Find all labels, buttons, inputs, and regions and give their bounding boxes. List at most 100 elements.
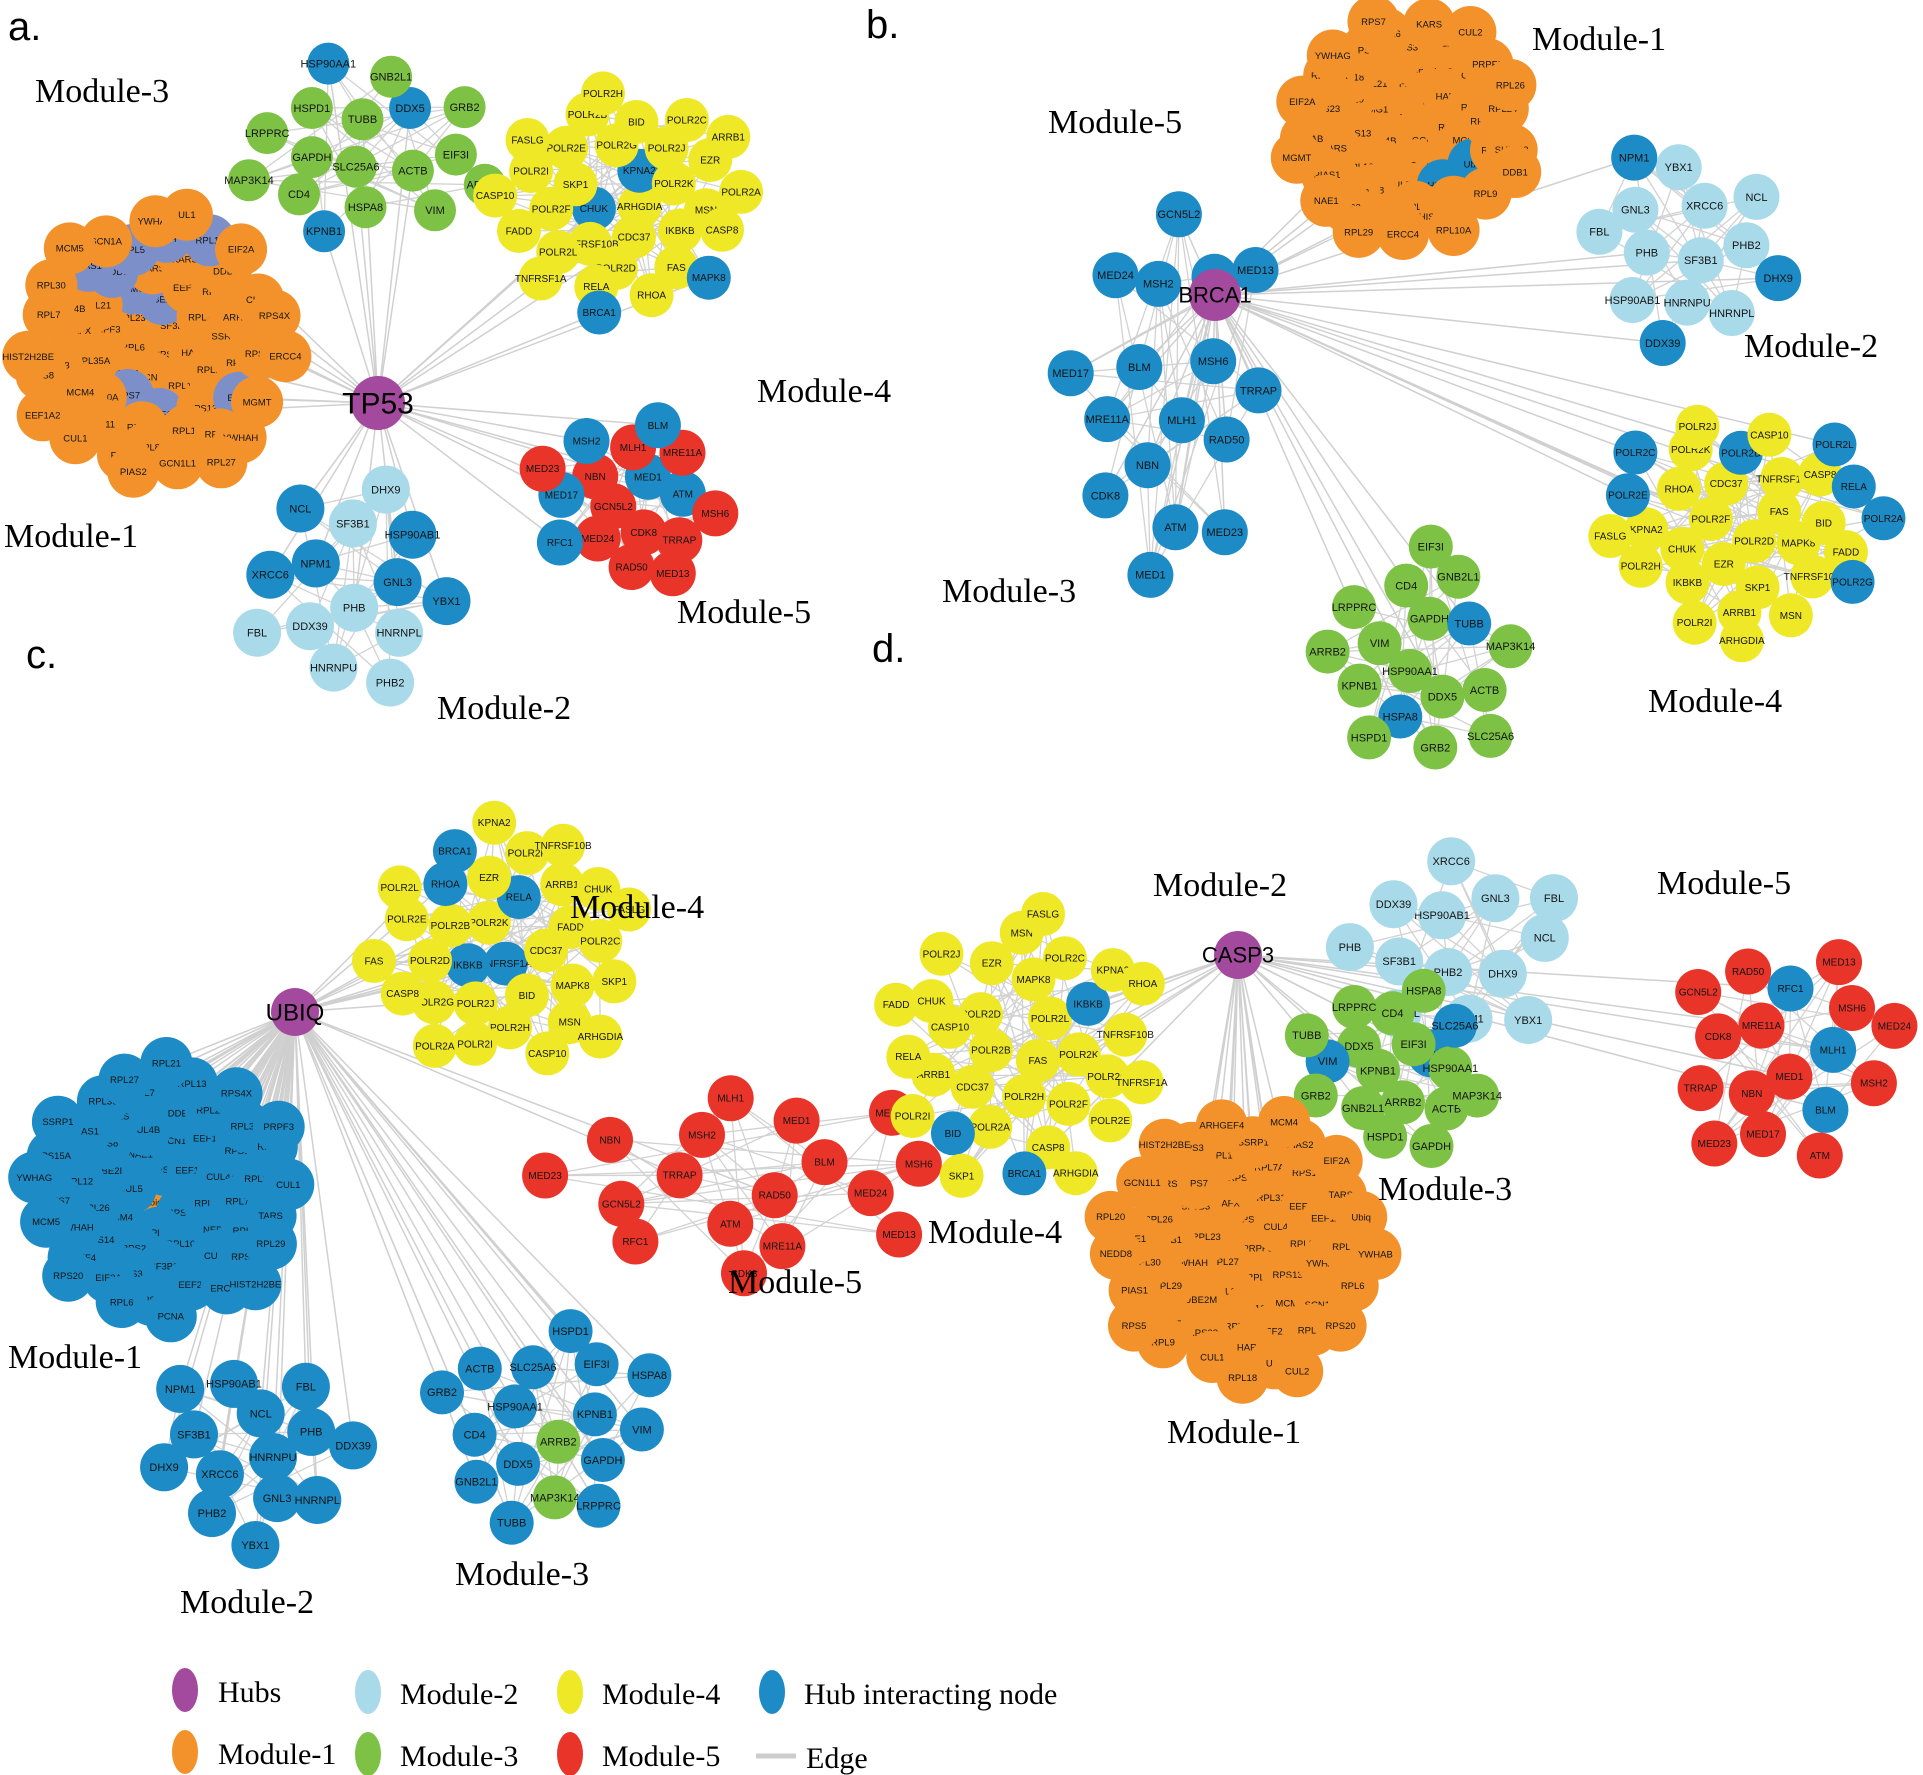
node-polr2f[interactable]: POLR2F	[1046, 1081, 1091, 1126]
node-kpnb1[interactable]: KPNB1	[1337, 663, 1382, 708]
node-hsp90ab1[interactable]: HSP90AB1	[385, 510, 441, 559]
node-hsp90ab1[interactable]: HSP90AB1	[1605, 277, 1661, 323]
node-polr2k[interactable]: POLR2K	[466, 900, 511, 945]
node-ddx5[interactable]: DDX5	[1420, 674, 1465, 719]
node-rpl6[interactable]: RPL6	[95, 1276, 148, 1328]
node-gnl3[interactable]: GNL3	[1471, 874, 1520, 923]
node-gcn5l2[interactable]: GCN5L2	[1155, 191, 1202, 238]
node-msn[interactable]: MSN	[1768, 593, 1813, 638]
node-med24[interactable]: MED24	[1092, 252, 1139, 299]
node-polr2a[interactable]: POLR2A	[412, 1023, 457, 1068]
node-lrpprc[interactable]: LRPPRC	[576, 1483, 621, 1528]
node-mre11a[interactable]: MRE11A	[759, 1223, 806, 1270]
node-atm[interactable]: ATM	[1796, 1132, 1843, 1179]
node-ezr[interactable]: EZR	[969, 941, 1014, 986]
node-vim[interactable]: VIM	[414, 189, 456, 232]
node-hspd1[interactable]: HSPD1	[1363, 1114, 1408, 1159]
node-gnb2l1[interactable]: GNB2L1	[370, 55, 412, 98]
node-msh6[interactable]: MSH6	[692, 490, 739, 537]
node-arhgdia[interactable]: ARHGDIA	[578, 1014, 624, 1059]
node-rad50[interactable]: RAD50	[751, 1172, 798, 1219]
node-skp1[interactable]: SKP1	[592, 959, 637, 1004]
node-eef1a2[interactable]: EEF1A2	[16, 389, 69, 442]
node-kpnb1[interactable]: KPNB1	[303, 210, 346, 253]
node-atm[interactable]: ATM	[707, 1200, 754, 1247]
node-polr2j[interactable]: POLR2J	[1675, 404, 1720, 449]
node-hspa8[interactable]: HSPA8	[627, 1353, 672, 1398]
node-skp1[interactable]: SKP1	[939, 1153, 984, 1198]
hub-casp3[interactable]: CASP3	[1202, 931, 1274, 979]
node-eif2a[interactable]: EIF2A	[1276, 75, 1329, 128]
node-polr2i[interactable]: POLR2I	[453, 1021, 498, 1066]
node-rad50[interactable]: RAD50	[1725, 948, 1772, 995]
node-ywhab[interactable]: YWHAB	[1349, 1228, 1402, 1280]
node-polr2h[interactable]: POLR2H	[1618, 543, 1663, 588]
node-ezr[interactable]: EZR	[1701, 542, 1746, 586]
node-med1[interactable]: MED1	[773, 1097, 820, 1144]
node-rad50[interactable]: RAD50	[608, 544, 655, 590]
node-pcna[interactable]: PCNA	[144, 1290, 197, 1343]
node-dhx9[interactable]: DHX9	[1478, 949, 1527, 998]
node-xrcc6[interactable]: XRCC6	[1681, 182, 1728, 229]
node-hsp90ab1[interactable]: HSP90AB1	[206, 1359, 262, 1408]
node-msh2[interactable]: MSH2	[563, 418, 610, 464]
node-med1[interactable]: MED1	[1766, 1053, 1813, 1100]
node-hnrnpu[interactable]: HNRNPU	[1664, 279, 1711, 326]
node-arrb1[interactable]: ARRB1	[540, 862, 585, 907]
node-hnrnpl[interactable]: HNRNPL	[293, 1476, 342, 1524]
node-polr2i[interactable]: POLR2I	[890, 1094, 935, 1138]
node-polr2f[interactable]: POLR2F	[505, 831, 550, 876]
node-ncl[interactable]: NCL	[1733, 173, 1780, 220]
node-eif3i[interactable]: EIF3I	[434, 133, 477, 176]
node-gcn1l1[interactable]: GCN1L1	[1116, 1156, 1169, 1209]
node-rps4x[interactable]: RPS4X	[248, 289, 301, 342]
node-med13[interactable]: MED13	[649, 550, 696, 597]
node-ercc4[interactable]: ERCC4	[1377, 208, 1429, 260]
node-casp10[interactable]: CASP10	[1747, 412, 1792, 457]
node-tnfrsf1a[interactable]: TNFRSF1A	[1756, 457, 1808, 501]
node-tnfrsf1a[interactable]: TNFRSF1A	[480, 941, 532, 986]
node-eif2a[interactable]: EIF2A	[1310, 1134, 1363, 1187]
node-trrap[interactable]: TRRAP	[1235, 367, 1282, 414]
node-ddx39[interactable]: DDX39	[286, 602, 334, 651]
node-ybx1[interactable]: YBX1	[422, 577, 471, 626]
node-brca1[interactable]: BRCA1	[432, 829, 477, 874]
node-slc25a6[interactable]: SLC25A6	[332, 145, 379, 188]
node-hspd1[interactable]: HSPD1	[548, 1309, 593, 1354]
node-cd4[interactable]: CD4	[278, 173, 320, 216]
node-ncl[interactable]: NCL	[1520, 913, 1569, 962]
node-fas[interactable]: FAS	[1015, 1038, 1060, 1083]
node-gnb2l1[interactable]: GNB2L1	[1436, 554, 1481, 599]
node-polr2b[interactable]: POLR2B	[968, 1028, 1013, 1073]
node-xrcc6[interactable]: XRCC6	[195, 1450, 244, 1499]
node-med17[interactable]: MED17	[1047, 350, 1094, 397]
node-fadd[interactable]: FADD	[497, 208, 541, 253]
node-polr2f[interactable]: POLR2F	[529, 186, 574, 231]
node-med23[interactable]: MED23	[519, 445, 566, 492]
node-slc25a6[interactable]: SLC25A6	[1431, 1003, 1478, 1048]
node-actb[interactable]: ACTB	[457, 1346, 502, 1391]
node-blm[interactable]: BLM	[1116, 344, 1163, 390]
node-cd4[interactable]: CD4	[1384, 563, 1429, 608]
node-med24[interactable]: MED24	[574, 515, 621, 562]
node-fbl[interactable]: FBL	[1530, 874, 1578, 923]
node-tubb[interactable]: TUBB	[1447, 601, 1492, 646]
node-xrcc6[interactable]: XRCC6	[1427, 837, 1476, 886]
node-polr2h[interactable]: POLR2H	[581, 71, 625, 116]
node-trrap[interactable]: TRRAP	[1677, 1065, 1724, 1112]
node-ddb1[interactable]: DDB1	[1489, 146, 1542, 198]
node-rhoa[interactable]: RHOA	[423, 862, 468, 907]
node-polr2e[interactable]: POLR2E	[1088, 1098, 1133, 1143]
node-ercc4[interactable]: ERCC4	[259, 330, 312, 383]
node-grb2[interactable]: GRB2	[443, 86, 486, 129]
node-gnb2l1[interactable]: GNB2L1	[454, 1459, 499, 1504]
node-cd4[interactable]: CD4	[1370, 991, 1415, 1036]
node-prpf3[interactable]: PRPF3	[252, 1100, 305, 1153]
node-kpna2[interactable]: KPNA2	[472, 800, 517, 845]
node-dhx9[interactable]: DHX9	[140, 1443, 189, 1492]
node-hspa8[interactable]: HSPA8	[344, 186, 387, 229]
node-ikbkb[interactable]: IKBKB	[445, 943, 490, 988]
node-rhoa[interactable]: RHOA	[629, 273, 674, 318]
node-polr2k[interactable]: POLR2K	[651, 161, 696, 206]
node-ybx1[interactable]: YBX1	[1655, 144, 1702, 191]
